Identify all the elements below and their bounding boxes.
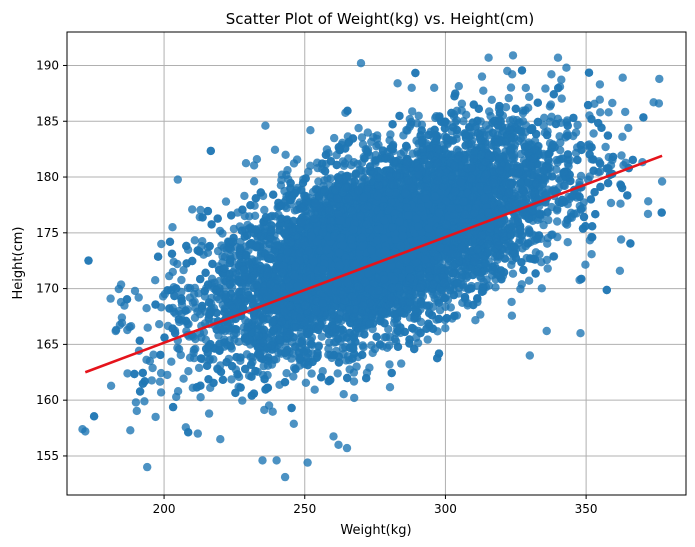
scatter-point [238, 396, 247, 405]
scatter-point [156, 388, 166, 397]
scatter-point [462, 110, 471, 120]
scatter-point [413, 338, 423, 348]
scatter-point [524, 225, 533, 234]
scatter-point [156, 368, 166, 378]
scatter-point [179, 265, 188, 275]
scatter-point [471, 316, 480, 325]
scatter-point [573, 120, 582, 130]
scatter-point [268, 407, 277, 416]
scatter-point [543, 264, 552, 273]
scatter-point [476, 310, 485, 319]
scatter-point [408, 107, 417, 116]
scatter-point [132, 406, 141, 416]
scatter-point [617, 151, 626, 160]
scatter-point [585, 172, 594, 181]
scatter-point [367, 341, 376, 350]
scatter-point [147, 376, 156, 385]
scatter-point [563, 238, 572, 247]
scatter-point [525, 92, 534, 102]
scatter-point [589, 129, 598, 138]
scatter-point [423, 335, 432, 344]
scatter-point [324, 344, 333, 353]
scatter-point [556, 138, 565, 147]
scatter-point [350, 393, 359, 403]
scatter-point [397, 359, 406, 368]
scatter-point [249, 177, 259, 186]
scatter-point [543, 239, 552, 248]
scatter-point [196, 393, 205, 402]
scatter-point [479, 86, 488, 95]
scatter-point [149, 350, 158, 359]
scatter-point [289, 419, 298, 428]
scatter-point [143, 323, 152, 332]
scatter-point [595, 80, 605, 89]
scatter-point [216, 361, 225, 370]
scatter-point [541, 84, 550, 93]
scatter-point [287, 354, 296, 363]
scatter-point [130, 286, 140, 296]
scatter-point [184, 367, 193, 376]
scatter-point [310, 385, 319, 394]
scatter-point [240, 191, 249, 201]
scatter-point [507, 260, 516, 270]
scatter-point [537, 284, 546, 293]
scatter-point [306, 161, 315, 170]
scatter-point [289, 372, 298, 381]
scatter-point [385, 383, 395, 392]
scatter-point [553, 217, 562, 226]
chart-title: Scatter Plot of Weight(kg) vs. Height(cm… [226, 10, 534, 28]
scatter-point [446, 303, 455, 312]
scatter-point [616, 235, 626, 244]
scatter-point [521, 83, 530, 93]
scatter-point [203, 248, 213, 257]
scatter-point [383, 343, 392, 352]
scatter-point [148, 363, 157, 373]
scatter-point [338, 157, 348, 166]
scatter-point [190, 236, 199, 245]
scatter-point [155, 320, 164, 329]
scatter-point [120, 301, 129, 310]
scatter-points [78, 51, 667, 482]
scatter-point [571, 128, 581, 137]
scatter-point [329, 432, 338, 441]
scatter-point [363, 128, 372, 137]
scatter-point [281, 150, 290, 159]
scatter-point [333, 369, 342, 378]
scatter-point [326, 174, 335, 183]
scatter-point [330, 133, 339, 143]
scatter-point [508, 269, 518, 278]
scatter-point [349, 158, 359, 167]
scatter-point [608, 98, 617, 108]
scatter-point [587, 250, 596, 259]
scatter-point [151, 276, 160, 285]
scatter-point [501, 103, 511, 112]
scatter-point [521, 106, 530, 115]
scatter-point [454, 82, 463, 91]
scatter-point [441, 324, 450, 333]
scatter-point [354, 123, 363, 133]
scatter-point [339, 390, 348, 399]
scatter-point [484, 53, 493, 62]
scatter-point [524, 276, 534, 285]
scatter-point [270, 145, 280, 154]
scatter-point [557, 94, 566, 103]
scatter-point [386, 130, 395, 139]
scatter-point [260, 205, 269, 215]
scatter-point [606, 198, 616, 208]
scatter-point [167, 357, 176, 366]
scatter-point [590, 99, 599, 109]
scatter-point [368, 348, 377, 358]
scatter-point [317, 332, 326, 341]
scatter-point [282, 369, 291, 378]
scatter-point [198, 237, 207, 246]
scatter-point [540, 113, 549, 123]
